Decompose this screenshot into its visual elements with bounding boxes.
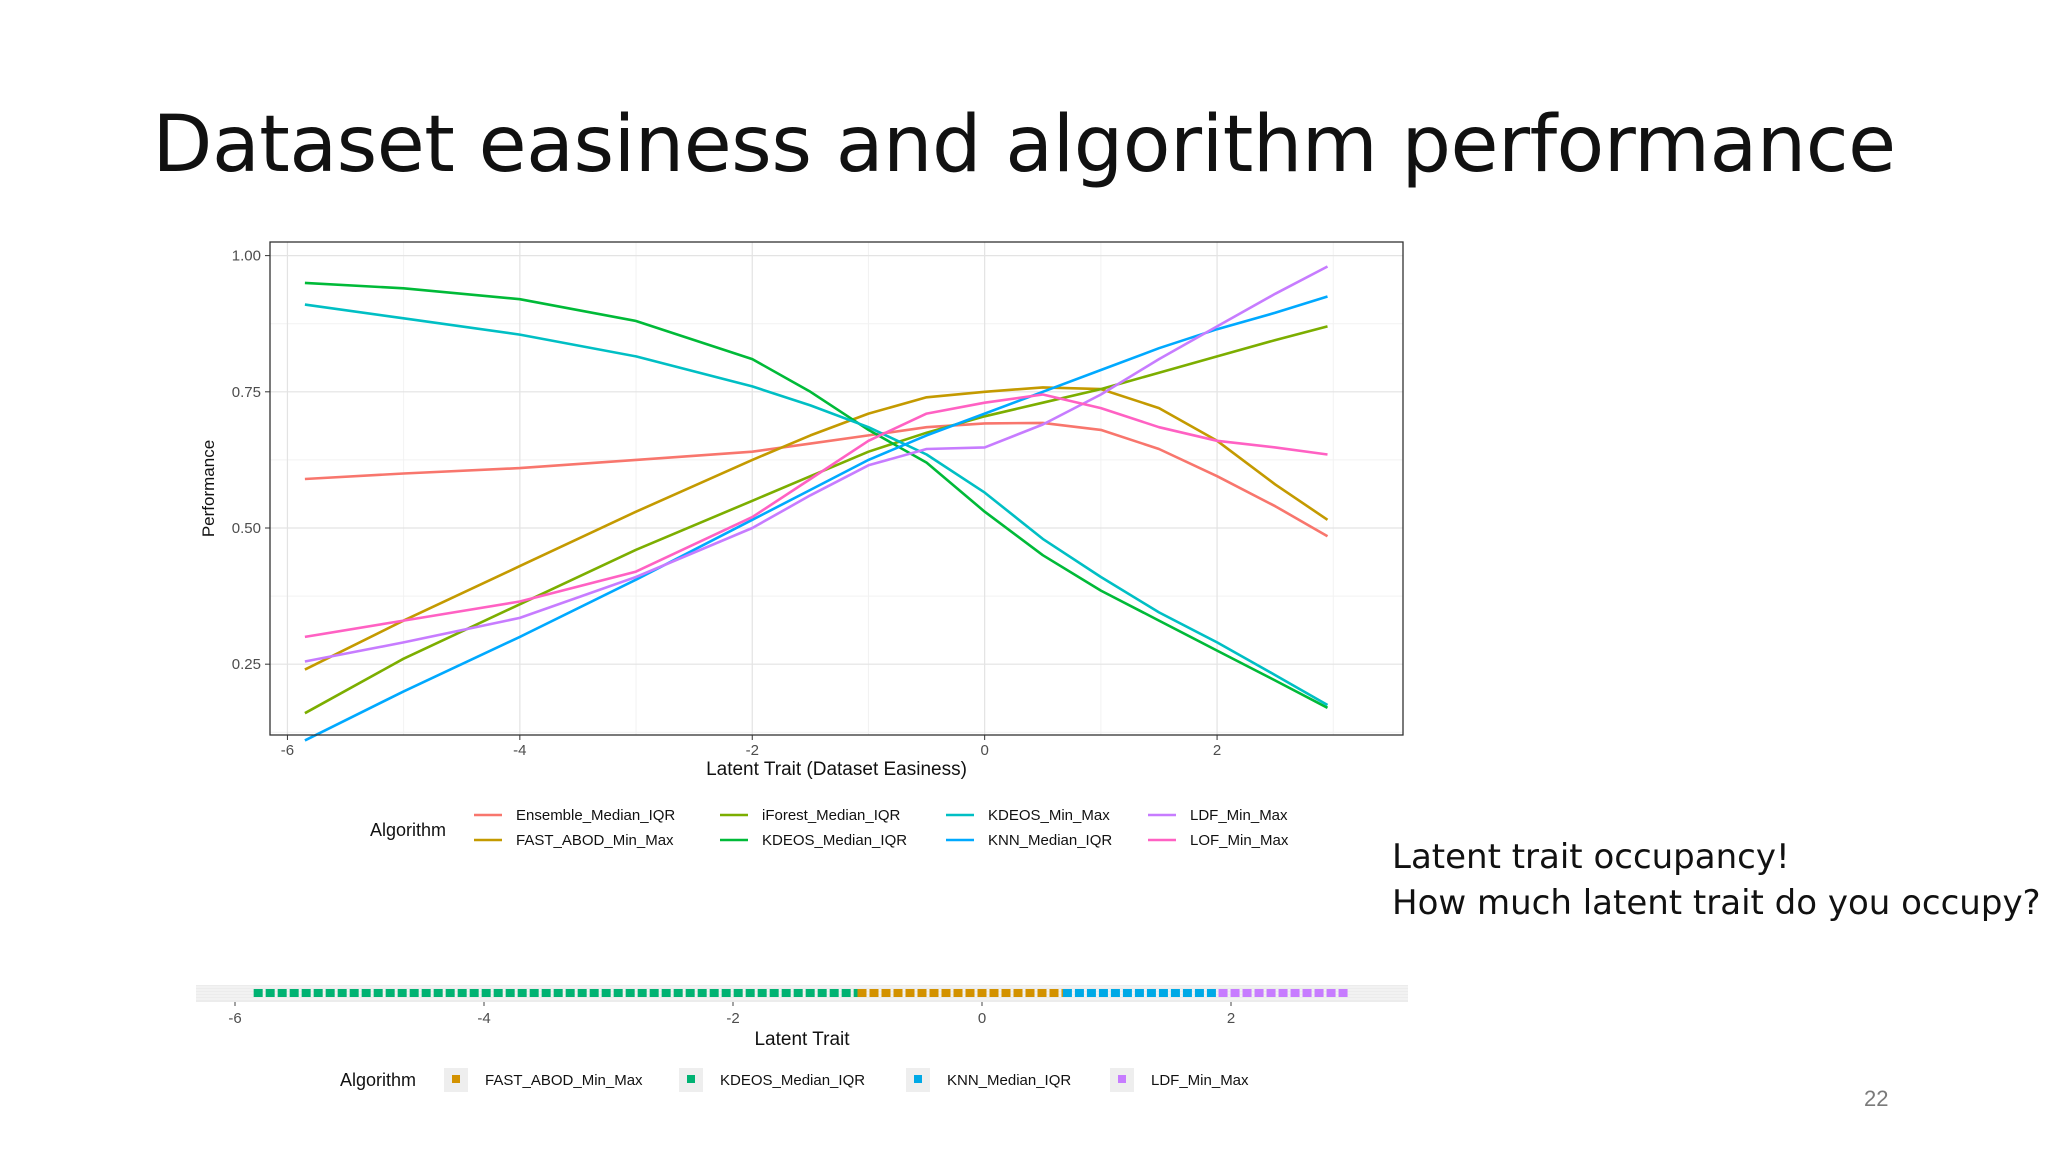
occupancy-note-line-2: How much latent trait do you occupy? [1392, 883, 2041, 923]
series-line-Ensemble_Median_IQR [304, 421, 1329, 538]
series-line-LOF_Min_Max [304, 393, 1328, 639]
legend-label: FAST_ABOD_Min_Max [485, 1072, 643, 1089]
latent-trait-occupancy-chart: -6 -4 -2 0 2 Latent Trait Algorithm FAST_ABOD_M… [196, 985, 1408, 1092]
x-tick-label: -6 [228, 1010, 241, 1027]
slide-number: 22 [1864, 1086, 1889, 1111]
y-tick-label: 0.25 [232, 656, 261, 673]
legend-key-LDF_Min_Max [1118, 1075, 1126, 1083]
y-tick-label: 1.00 [232, 248, 261, 265]
slide-title: Dataset easiness and algorithm performan… [152, 100, 1896, 190]
x-tick-label: -6 [281, 742, 294, 759]
legend-label: iForest_Median_IQR [762, 807, 901, 824]
x-axis-title: Latent Trait [754, 1029, 850, 1050]
x-tick-label: 0 [980, 742, 988, 759]
legend-label: LDF_Min_Max [1151, 1072, 1249, 1089]
x-tick-label: -2 [726, 1010, 739, 1027]
x-tick-label: 2 [1227, 1010, 1235, 1027]
series-line-iForest_Median_IQR [304, 325, 1328, 715]
legend-label: KDEOS_Min_Max [988, 807, 1110, 824]
occupancy-note-line-1: Latent trait occupancy! [1392, 837, 1790, 877]
legend-label: KDEOS_Median_IQR [720, 1072, 865, 1089]
series-line-KNN_Median_IQR [304, 295, 1328, 742]
series-line-KDEOS_Min_Max [304, 303, 1329, 707]
y-tick-label: 0.75 [232, 384, 261, 401]
legend-label: LOF_Min_Max [1190, 832, 1289, 849]
plot-border [269, 241, 1404, 736]
x-tick-label: 0 [978, 1010, 986, 1027]
x-axis-title: Latent Trait (Dataset Easiness) [706, 759, 967, 780]
performance-line-chart: -6 -4 -2 0 2 0.25 0.50 0.75 1.00 Latent Trait (Da… [199, 241, 1404, 849]
legend-title: Algorithm [340, 1070, 416, 1090]
legend-title: Algorithm [370, 820, 446, 840]
legend-key-KDEOS_Median_IQR [687, 1075, 695, 1083]
line-chart-legend: Algorithm Ensemble_Median_IQR FAST_ABOD_Mi… [370, 807, 1289, 849]
x-tick-label: 2 [1213, 742, 1221, 759]
y-axis-title: Performance [199, 440, 218, 537]
series-line-KDEOS_Median_IQR [304, 281, 1329, 709]
legend-label: LDF_Min_Max [1190, 807, 1288, 824]
legend-key-KNN_Median_IQR [914, 1075, 922, 1083]
legend-key-FAST_ABOD_Min_Max [452, 1075, 460, 1083]
occupancy-note: Latent trait occupancy! How much latent … [1392, 834, 2041, 926]
series-line-LDF_Min_Max [304, 265, 1329, 663]
legend-label: FAST_ABOD_Min_Max [516, 832, 674, 849]
legend-label: KDEOS_Median_IQR [762, 832, 907, 849]
legend-label: KNN_Median_IQR [988, 832, 1112, 849]
plot-panel [270, 242, 1403, 735]
x-tick-label: -4 [477, 1010, 490, 1027]
series-line-FAST_ABOD_Min_Max [304, 386, 1329, 671]
x-tick-label: -2 [746, 742, 759, 759]
legend-label: Ensemble_Median_IQR [516, 807, 675, 824]
y-tick-label: 0.50 [232, 520, 261, 537]
x-tick-label: -4 [513, 742, 526, 759]
legend-label: KNN_Median_IQR [947, 1072, 1071, 1089]
occupancy-legend: Algorithm FAST_ABOD_Min_Max KDEOS_Median_I… [340, 1068, 1249, 1092]
